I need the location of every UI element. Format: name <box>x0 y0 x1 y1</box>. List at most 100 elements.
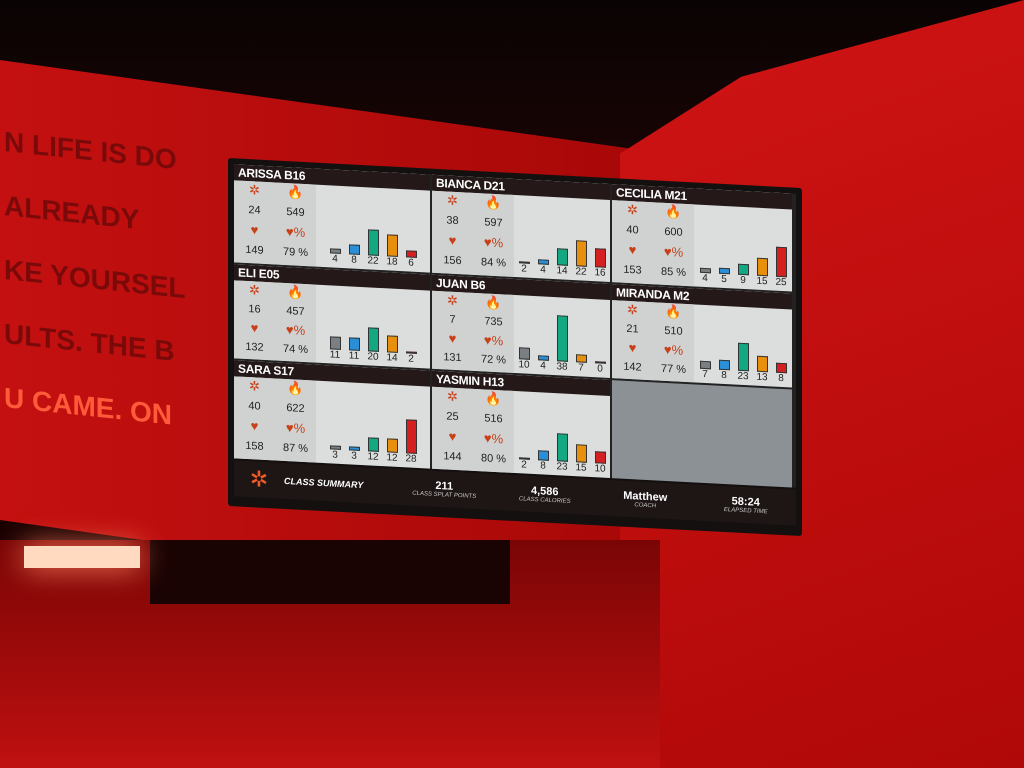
heart-rate-icon: ♥ <box>250 320 259 336</box>
zone-minutes: 22 <box>575 266 587 278</box>
splat-icon: ✲ <box>447 292 458 309</box>
member-tile: ARISSA B16 ✲ 🔥 24 549 ♥ ♥% 149 79 % 4 8 22 18 6 <box>234 164 430 273</box>
zone-minutes: 8 <box>540 460 546 472</box>
zone-bar <box>386 335 398 353</box>
flame-icon: 🔥 <box>485 294 502 311</box>
zone-minutes: 15 <box>756 275 768 288</box>
flame-icon: 🔥 <box>287 284 304 300</box>
zone-column: 4 <box>536 355 550 372</box>
zone-bar <box>737 263 749 276</box>
member-tile: BIANCA D21 ✲ 🔥 38 597 ♥ ♥% 156 84 % 2 4 14 22 16 <box>432 174 610 283</box>
zone-column: 15 <box>574 444 588 474</box>
heart-rate-icon: ♥ <box>448 330 457 346</box>
zone-column: 4 <box>698 267 712 285</box>
zone-bar <box>575 444 587 463</box>
heart-percent-icon: ♥% <box>663 341 684 358</box>
tile-body: ✲ 🔥 40 600 ♥ ♥% 153 85 % 4 5 9 15 25 <box>612 200 792 291</box>
zone-column: 25 <box>774 246 788 289</box>
member-tile: MIRANDA M2 ✲ 🔥 21 510 ♥ ♥% 142 77 % 7 8 23 13 8 <box>612 284 792 388</box>
zone-column: 14 <box>385 335 399 364</box>
zone-bar <box>405 419 417 454</box>
soffit <box>150 540 510 604</box>
max-hr-percent: 85 % <box>660 265 687 279</box>
zone-column: 11 <box>347 337 361 362</box>
zone-minutes: 4 <box>332 253 338 265</box>
zone-minutes: 14 <box>386 352 398 364</box>
zone-column: 4 <box>328 248 342 265</box>
zone-bar <box>594 451 606 464</box>
heart-rate: 131 <box>443 350 462 364</box>
zone-minutes: 14 <box>556 265 568 277</box>
zone-bar <box>575 353 587 363</box>
zone-bar <box>756 356 768 373</box>
heart-rate-icon: ♥ <box>628 241 637 258</box>
zone-column: 3 <box>328 445 342 461</box>
zone-column: 38 <box>555 315 569 373</box>
flame-icon: 🔥 <box>665 303 682 320</box>
splat-points: 38 <box>446 213 459 227</box>
tile-body: ✲ 🔥 7 735 ♥ ♥% 131 72 % 10 4 38 7 0 <box>432 290 610 378</box>
splat-icon: ✲ <box>627 301 638 318</box>
tile-body: ✲ 🔥 40 622 ♥ ♥% 158 87 % 3 3 12 12 28 <box>234 376 430 468</box>
zone-minutes: 11 <box>329 349 341 361</box>
splat-icon: ✲ <box>249 378 260 394</box>
member-tile: SARA S17 ✲ 🔥 40 622 ♥ ♥% 158 87 % 3 3 12 12 28 <box>234 360 430 469</box>
zone-bar <box>367 228 379 256</box>
flame-icon: 🔥 <box>287 184 304 200</box>
member-stats: ✲ 🔥 40 622 ♥ ♥% 158 87 % <box>234 376 316 463</box>
splat-points: 7 <box>449 313 456 326</box>
heart-percent-icon: ♥% <box>483 332 504 349</box>
zone-bar <box>699 360 711 370</box>
zone-column: 22 <box>366 228 380 267</box>
calories: 597 <box>484 215 503 229</box>
zone-minutes: 7 <box>702 368 708 381</box>
zone-minutes: 38 <box>556 361 568 373</box>
heart-rate: 156 <box>443 253 462 267</box>
zone-bar <box>556 315 568 362</box>
max-hr-percent: 72 % <box>480 352 507 367</box>
zone-column: 8 <box>717 360 731 381</box>
zone-chart: 11 11 20 14 2 <box>316 285 430 369</box>
zone-minutes: 12 <box>367 451 379 463</box>
zone-minutes: 22 <box>367 255 379 267</box>
zone-minutes: 2 <box>408 353 414 365</box>
zone-chart: 4 5 9 15 25 <box>694 204 792 291</box>
zone-bar <box>756 257 768 277</box>
heart-percent-icon: ♥% <box>483 234 504 251</box>
class-summary-title: CLASS SUMMARY <box>284 475 364 491</box>
splat-points: 21 <box>626 322 639 336</box>
heart-rate-icon: ♥ <box>250 418 259 434</box>
splat-points: 40 <box>248 399 261 413</box>
heart-percent-icon: ♥% <box>483 430 504 447</box>
flame-icon: 🔥 <box>287 380 304 396</box>
zone-column: 15 <box>755 257 769 288</box>
zone-minutes: 20 <box>367 351 379 363</box>
zone-bar <box>386 234 398 257</box>
zone-minutes: 18 <box>386 256 398 268</box>
member-stats: ✲ 🔥 16 457 ♥ ♥% 132 74 % <box>234 280 316 363</box>
heart-rate: 144 <box>443 449 462 463</box>
splat-points: 40 <box>626 223 639 237</box>
max-hr-percent: 77 % <box>660 362 687 376</box>
zone-minutes: 11 <box>348 350 360 362</box>
zone-minutes: 16 <box>594 267 606 279</box>
zone-minutes: 2 <box>521 459 527 471</box>
tile-body: ✲ 🔥 25 516 ♥ ♥% 144 80 % 2 8 23 15 10 <box>432 386 610 478</box>
zone-column: 9 <box>736 263 750 287</box>
zone-minutes: 8 <box>721 369 727 382</box>
flame-icon: 🔥 <box>665 203 682 220</box>
member-grid: ARISSA B16 ✲ 🔥 24 549 ♥ ♥% 149 79 % 4 8 22 18 6 BIANCA… <box>234 164 796 488</box>
zone-bar <box>556 248 568 266</box>
zone-chart: 2 8 23 15 10 <box>514 391 610 478</box>
zone-minutes: 7 <box>578 362 584 374</box>
zone-column: 8 <box>347 244 361 266</box>
calories-summary: 4,586 CLASS CALORIES <box>495 483 596 506</box>
zone-minutes: 25 <box>775 276 787 289</box>
heart-percent-icon: ♥% <box>663 243 684 260</box>
zone-bar <box>575 239 587 267</box>
zone-bar <box>367 327 379 352</box>
wall-slogan: N LIFE IS DO ALREADY KE YOURSEL ULTS. TH… <box>4 110 219 453</box>
zone-column: 5 <box>717 267 731 286</box>
zone-column: 7 <box>574 353 588 374</box>
member-stats: ✲ 🔥 21 510 ♥ ♥% 142 77 % <box>612 300 694 383</box>
